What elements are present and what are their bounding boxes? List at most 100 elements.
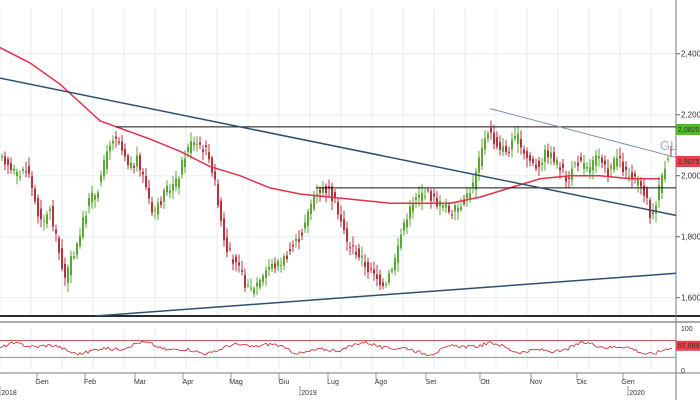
candle-body (424, 196, 426, 198)
candle-body (211, 157, 213, 173)
candle-body (523, 149, 525, 154)
rsi-value-label: 57,6897 (678, 343, 700, 350)
price-tick-label: 1,6000 (681, 294, 700, 303)
last-price-label: 2,0820 (678, 127, 700, 134)
candle-body (268, 267, 270, 270)
candle-body (106, 151, 108, 169)
candle-body (454, 205, 456, 212)
candle-body (163, 190, 165, 202)
candle-body (22, 169, 24, 171)
candle-body (97, 192, 99, 199)
candle-body (448, 205, 450, 213)
candle-body (313, 195, 315, 210)
candle-body (646, 188, 648, 198)
candle-body (499, 142, 501, 150)
candle-body (13, 168, 15, 171)
candle-body (283, 255, 285, 266)
month-label: Giu (279, 379, 290, 386)
candle-body (487, 132, 489, 139)
candle-body (550, 152, 552, 158)
candle-body (652, 211, 654, 215)
candle-body (217, 184, 219, 206)
month-label: Ott (480, 379, 489, 386)
candle-body (649, 200, 651, 218)
candle-body (373, 269, 375, 274)
candle-body (337, 201, 339, 215)
candle-body (280, 265, 282, 267)
candle-body (109, 145, 111, 152)
candle-body (529, 155, 531, 161)
candle-body (541, 162, 543, 165)
candle-body (190, 141, 192, 154)
candle-body (196, 143, 198, 145)
candle-body (457, 207, 459, 212)
candle-body (607, 168, 609, 177)
candle-body (67, 267, 69, 283)
candle-body (493, 132, 495, 145)
candle-body (409, 206, 411, 219)
month-label: Lug (327, 379, 339, 386)
candle-body (85, 215, 87, 224)
candle-body (46, 214, 48, 224)
month-label: Nov (530, 379, 543, 386)
candle-body (19, 176, 21, 178)
year-label: 2018 (1, 390, 17, 397)
candle-body (325, 185, 327, 194)
candle-body (559, 167, 561, 171)
candle-body (388, 273, 390, 283)
candle-body (625, 166, 627, 171)
candle-body (103, 160, 105, 176)
candle-body (664, 168, 666, 179)
candle-body (76, 243, 78, 255)
last-price-badge (676, 124, 700, 135)
candle-body (61, 248, 63, 269)
candle-body (226, 237, 228, 253)
candle-body (616, 157, 618, 167)
candle-body (208, 152, 210, 160)
candle-body (82, 217, 84, 238)
candle-body (526, 151, 528, 159)
candle-body (289, 249, 291, 252)
candle-body (412, 202, 414, 212)
candle-body (94, 195, 96, 200)
candle-body (355, 251, 357, 256)
candle-body (469, 193, 471, 199)
candle-body (595, 155, 597, 166)
candle-body (124, 148, 126, 157)
rsi-value-badge (676, 340, 700, 351)
moving-average-line (0, 46, 660, 204)
candle-body (7, 159, 9, 165)
candle-body (430, 191, 432, 201)
candle-body (262, 275, 264, 283)
candle-body (565, 175, 567, 182)
candle-body (310, 203, 312, 214)
candle-body (151, 202, 153, 213)
candle-body (514, 136, 516, 139)
candle-body (91, 192, 93, 203)
candle-body (88, 197, 90, 207)
candle-body (292, 245, 294, 247)
candle-body (184, 158, 186, 168)
candle-body (601, 157, 603, 163)
candle-body (172, 184, 174, 191)
candle-body (484, 138, 486, 150)
candle-body (577, 162, 579, 167)
candle-body (100, 175, 102, 183)
candle-body (49, 208, 51, 211)
candle-body (271, 263, 273, 269)
month-label: Ago (375, 379, 388, 386)
candle-body (391, 269, 393, 272)
candle-body (502, 146, 504, 152)
candle-body (445, 204, 447, 208)
candle-body (193, 142, 195, 146)
candle-body (139, 155, 141, 171)
candle-body (16, 171, 18, 177)
candle-body (247, 285, 249, 287)
candle-body (121, 141, 123, 151)
candle-body (316, 193, 318, 195)
candle-body (622, 161, 624, 173)
candle-body (244, 274, 246, 288)
candle-body (460, 206, 462, 210)
